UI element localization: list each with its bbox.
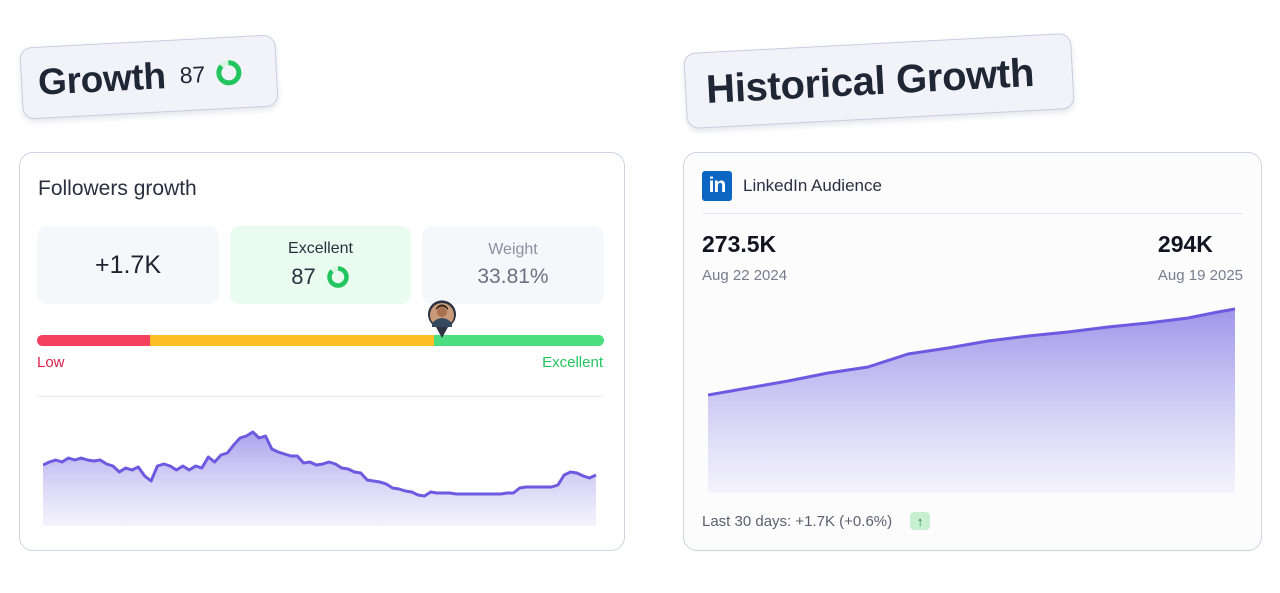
followers-growth-card: Followers growth +1.7K Excellent 87 Weig…: [19, 152, 625, 551]
rating-label: Excellent: [288, 240, 353, 257]
start-date: Aug 22 2024: [702, 267, 788, 284]
rating-score: 87: [291, 264, 316, 289]
historical-growth-title: Historical Growth: [705, 50, 1036, 112]
start-value: 273.5K: [702, 231, 777, 257]
start-value-block: 273.5K Aug 22 2024: [702, 231, 787, 284]
rating-stat: Excellent 87: [230, 226, 411, 304]
linkedin-icon: in: [702, 171, 732, 201]
change-stat: +1.7K: [37, 226, 219, 304]
footer: Last 30 days: +1.7K (+0.6%) ↑: [702, 512, 931, 530]
scale-high-segment: [434, 335, 604, 346]
audience-area-chart: [708, 307, 1236, 493]
platform-name: LinkedIn Audience: [743, 176, 882, 195]
growth-title: Growth: [37, 55, 167, 103]
scale-high-label: Excellent: [542, 354, 603, 371]
weight-stat: Weight 33.81%: [422, 226, 604, 304]
divider: [702, 213, 1243, 214]
avatar-marker-icon: [428, 300, 456, 338]
score-scale-bar: [37, 335, 604, 346]
score-ring-icon: [326, 266, 349, 288]
historical-growth-tag: Historical Growth: [683, 32, 1075, 130]
growth-score: 87: [178, 60, 206, 88]
weight-value: 33.81%: [477, 265, 549, 288]
end-value-block: 294K Aug 19 2025: [1158, 231, 1243, 284]
scale-low-segment: [37, 335, 150, 346]
followers-sparkline: [43, 430, 597, 526]
change-value: +1.7K: [94, 250, 162, 279]
weight-label: Weight: [488, 241, 538, 258]
arrow-up-icon: ↑: [910, 512, 931, 530]
score-ring-icon: [216, 60, 242, 86]
divider: [37, 396, 603, 397]
card-title: Followers growth: [38, 177, 197, 200]
growth-tag: Growth 87: [19, 34, 279, 120]
scale-low-label: Low: [37, 354, 65, 371]
scale-mid-segment: [150, 335, 434, 346]
end-date: Aug 19 2025: [1157, 267, 1243, 284]
end-value: 294K: [1157, 231, 1213, 257]
last-30-days-text: Last 30 days: +1.7K (+0.6%): [702, 512, 893, 530]
linkedin-audience-card: in LinkedIn Audience 273.5K Aug 22 2024 …: [683, 152, 1262, 551]
platform-header: in LinkedIn Audience: [702, 171, 882, 201]
